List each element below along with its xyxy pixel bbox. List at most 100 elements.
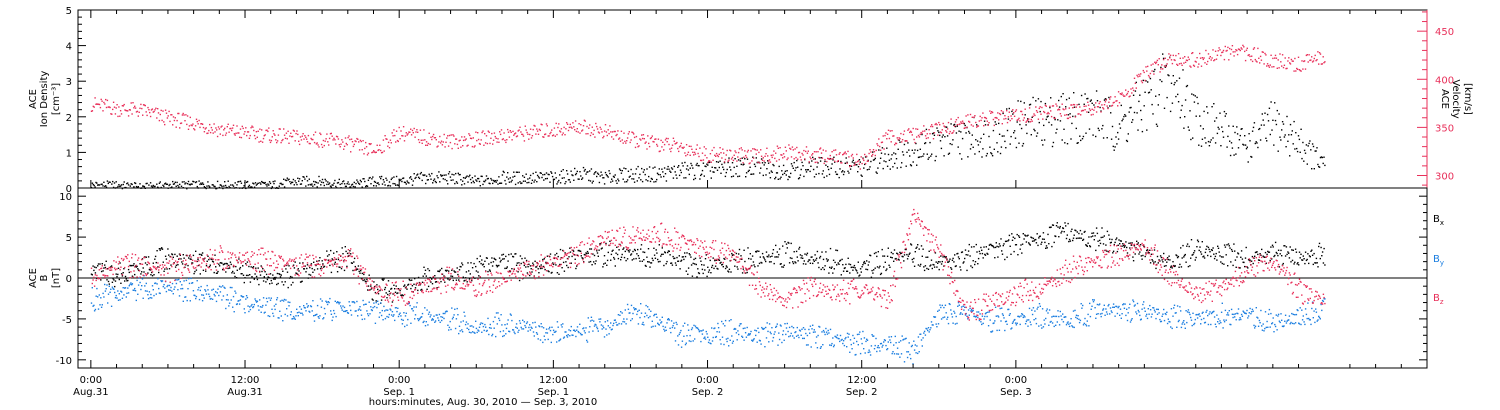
data-point — [340, 143, 342, 145]
data-point — [1165, 65, 1167, 68]
data-point — [1236, 256, 1238, 258]
data-point — [120, 282, 122, 284]
data-point — [325, 180, 327, 182]
data-point — [1030, 118, 1032, 121]
data-point — [1240, 256, 1242, 258]
data-point — [164, 268, 166, 270]
data-point — [678, 174, 681, 177]
data-point — [1239, 267, 1241, 269]
data-point — [1106, 230, 1109, 233]
data-point — [1267, 250, 1269, 253]
data-point — [507, 128, 509, 131]
data-point — [350, 262, 353, 264]
data-point — [723, 168, 725, 171]
data-point — [648, 175, 650, 178]
data-point — [902, 133, 905, 136]
data-point — [471, 177, 474, 179]
data-point — [964, 249, 967, 251]
data-point — [342, 305, 344, 307]
data-point — [569, 251, 572, 253]
data-point — [493, 257, 495, 260]
data-point — [741, 157, 743, 159]
data-point — [130, 102, 132, 104]
data-point — [1227, 265, 1229, 267]
data-point — [564, 182, 566, 185]
data-point — [121, 275, 124, 277]
data-point — [97, 103, 100, 105]
data-point — [885, 161, 887, 163]
data-point — [474, 175, 476, 177]
data-point — [738, 253, 740, 255]
data-point — [359, 306, 361, 308]
data-point — [1203, 57, 1205, 59]
data-point — [1143, 245, 1145, 247]
data-point — [110, 113, 112, 115]
data-point — [468, 133, 470, 135]
data-point — [377, 149, 379, 152]
data-point — [413, 127, 415, 130]
data-point — [450, 179, 452, 181]
data-point — [1251, 60, 1254, 63]
data-point — [923, 269, 926, 272]
data-point — [485, 135, 488, 137]
data-point — [978, 250, 981, 253]
data-point — [877, 167, 879, 169]
data-point — [561, 267, 563, 269]
data-point — [116, 275, 118, 278]
data-point — [181, 284, 183, 286]
data-point — [708, 160, 711, 162]
data-point — [641, 260, 643, 262]
data-point — [994, 117, 996, 119]
data-point — [263, 312, 265, 314]
data-point — [1267, 65, 1270, 67]
data-point — [574, 258, 576, 260]
data-point — [373, 286, 376, 288]
data-point — [466, 327, 468, 329]
data-point — [477, 177, 480, 180]
data-point — [134, 290, 137, 292]
data-point — [261, 270, 263, 273]
data-point — [144, 290, 147, 292]
data-point — [344, 310, 346, 313]
data-point — [1256, 61, 1258, 63]
data-point — [783, 156, 786, 158]
data-point — [120, 184, 123, 186]
data-point — [454, 182, 456, 185]
data-point — [421, 288, 423, 291]
data-point — [1275, 251, 1277, 254]
data-point — [371, 151, 373, 154]
data-point — [790, 148, 792, 150]
data-point — [829, 157, 831, 160]
data-point — [706, 275, 708, 278]
data-point — [1128, 242, 1130, 244]
data-point — [388, 313, 390, 316]
data-point — [864, 162, 867, 165]
data-point — [554, 172, 556, 174]
data-point — [1244, 265, 1246, 268]
data-point — [1284, 134, 1286, 136]
data-point — [1285, 246, 1288, 248]
data-point — [870, 151, 872, 153]
data-point — [1035, 242, 1038, 244]
data-point — [770, 261, 772, 263]
data-point — [510, 131, 512, 133]
data-point — [538, 272, 540, 274]
data-point — [166, 285, 168, 288]
data-point — [1273, 66, 1275, 68]
data-point — [1071, 104, 1073, 106]
data-point — [632, 131, 634, 134]
data-point — [149, 111, 151, 114]
data-point — [784, 170, 787, 172]
data-point — [1165, 64, 1167, 67]
data-point — [115, 181, 117, 183]
data-point — [572, 174, 574, 177]
data-point — [726, 168, 728, 171]
data-point — [249, 308, 252, 311]
data-point — [602, 177, 604, 179]
data-point — [507, 131, 510, 133]
data-point — [1202, 128, 1204, 130]
data-point — [1052, 105, 1055, 107]
data-point — [1099, 101, 1101, 103]
data-point — [903, 260, 905, 262]
data-point — [1115, 100, 1117, 102]
